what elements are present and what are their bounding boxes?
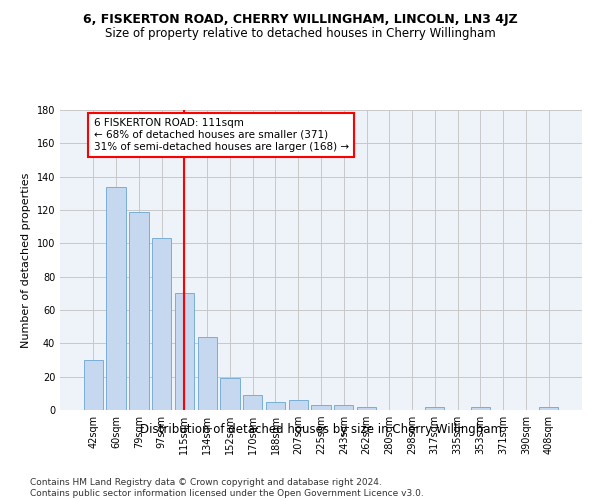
Bar: [129, 212, 149, 410]
Bar: [289, 400, 308, 410]
Bar: [197, 336, 217, 410]
Bar: [311, 405, 331, 410]
Bar: [106, 186, 126, 410]
Bar: [470, 406, 490, 410]
Bar: [243, 395, 262, 410]
Bar: [266, 402, 285, 410]
Bar: [152, 238, 172, 410]
Y-axis label: Number of detached properties: Number of detached properties: [21, 172, 31, 348]
Text: 6, FISKERTON ROAD, CHERRY WILLINGHAM, LINCOLN, LN3 4JZ: 6, FISKERTON ROAD, CHERRY WILLINGHAM, LI…: [83, 12, 517, 26]
Text: Size of property relative to detached houses in Cherry Willingham: Size of property relative to detached ho…: [104, 28, 496, 40]
Bar: [425, 406, 445, 410]
Text: Contains HM Land Registry data © Crown copyright and database right 2024.
Contai: Contains HM Land Registry data © Crown c…: [30, 478, 424, 498]
Text: Distribution of detached houses by size in Cherry Willingham: Distribution of detached houses by size …: [140, 422, 502, 436]
Bar: [175, 294, 194, 410]
Bar: [220, 378, 239, 410]
Text: 6 FISKERTON ROAD: 111sqm
← 68% of detached houses are smaller (371)
31% of semi-: 6 FISKERTON ROAD: 111sqm ← 68% of detach…: [94, 118, 349, 152]
Bar: [334, 405, 353, 410]
Bar: [539, 406, 558, 410]
Bar: [84, 360, 103, 410]
Bar: [357, 406, 376, 410]
